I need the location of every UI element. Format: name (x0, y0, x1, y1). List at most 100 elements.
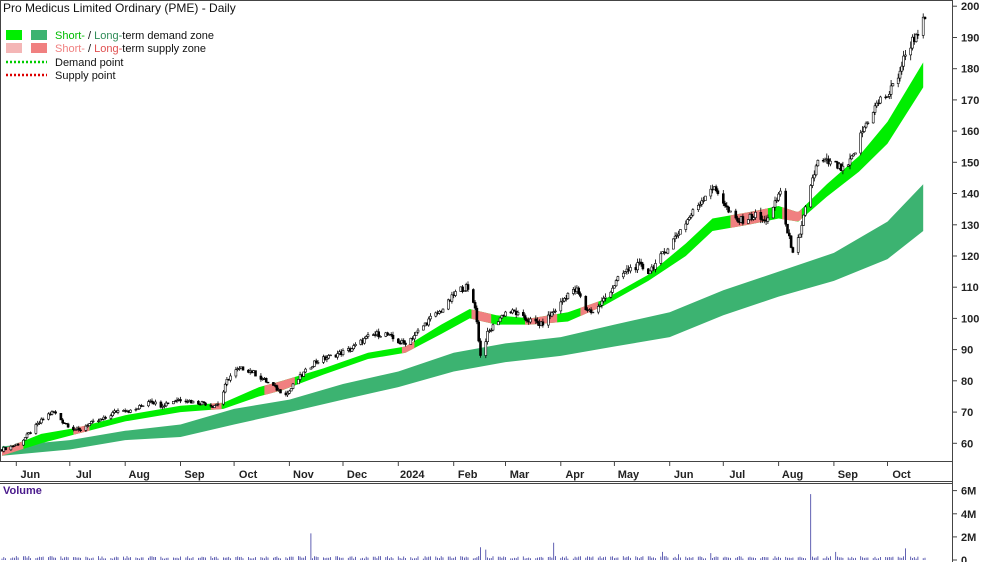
candle (164, 400, 168, 408)
legend: Short- / Long-term demand zone Short- / … (6, 30, 214, 82)
candle (864, 121, 868, 129)
candle (352, 343, 356, 351)
candle (729, 210, 732, 213)
candle (225, 377, 229, 387)
candle-body (796, 237, 800, 253)
candle-body (613, 285, 616, 289)
candle (461, 285, 464, 294)
candle-body (313, 360, 316, 367)
candle-body (871, 112, 875, 124)
candle-body (272, 382, 275, 386)
candle-body (84, 425, 88, 431)
short-term-demand-zone (2, 62, 924, 456)
candle (354, 342, 357, 348)
candle (191, 400, 195, 404)
candle-body (163, 405, 166, 407)
date-tick-label: Nov (293, 469, 315, 481)
candle-body (911, 36, 914, 49)
candle-body (79, 429, 82, 431)
candle-body (714, 186, 718, 192)
candle (254, 370, 257, 377)
candle-body (677, 233, 680, 236)
candle (786, 223, 789, 234)
candle (662, 248, 666, 256)
candle-body (746, 219, 750, 224)
candle (172, 400, 175, 405)
candle-body (654, 263, 657, 270)
candle (147, 399, 150, 408)
candle-body (213, 405, 216, 408)
candle-body (596, 306, 600, 313)
candle-body (513, 309, 516, 312)
candle-body (138, 405, 141, 410)
candle-body (671, 238, 675, 250)
candle (812, 170, 816, 182)
candle (38, 420, 41, 425)
legend-demand-sep: / (85, 30, 94, 42)
candle-body (875, 102, 879, 107)
candle (150, 398, 154, 405)
candle-body (291, 383, 295, 389)
candle (614, 279, 618, 287)
date-tick-label: Oct (892, 469, 911, 481)
candle-body (734, 210, 738, 219)
candle (750, 211, 754, 222)
candle (861, 126, 864, 138)
candle-body (159, 401, 163, 408)
candle-body (809, 185, 813, 208)
candle (427, 316, 431, 327)
candle-body (521, 311, 525, 316)
candle-body (791, 247, 795, 253)
candle (216, 401, 220, 407)
candle-body (434, 312, 438, 317)
candle (736, 215, 739, 223)
candle (34, 422, 38, 435)
candle-body (496, 321, 500, 326)
candle (25, 432, 29, 439)
candle (789, 235, 793, 249)
candle-body (679, 229, 682, 235)
price-axis-ticks: 200 190 180 170 160 150 140 130 120 110 100 90 80 70 6… (952, 1, 979, 450)
candle (309, 367, 313, 370)
candle-body (773, 200, 777, 208)
candle-body (666, 248, 670, 254)
candle-body (736, 217, 739, 222)
candle (846, 164, 850, 167)
legend-long-supply-swatch (31, 43, 47, 53)
candle (723, 200, 727, 208)
candle (504, 310, 507, 317)
candle-body (222, 391, 225, 405)
candle-body (484, 341, 488, 356)
candle (766, 214, 770, 224)
candle-body (172, 400, 175, 405)
candle (671, 238, 675, 250)
candle (261, 377, 265, 381)
candle-body (297, 379, 300, 385)
candle (734, 208, 738, 220)
candle-body (777, 193, 780, 201)
candle (675, 232, 679, 239)
candle-body (72, 426, 75, 431)
candle-body (591, 311, 595, 314)
candle-body (914, 33, 918, 42)
candle (648, 270, 652, 274)
candle-body (197, 400, 200, 405)
candle (896, 73, 900, 88)
candle (314, 358, 318, 365)
candle (486, 327, 489, 345)
candle-body (363, 338, 366, 344)
candle (313, 360, 316, 368)
candle (696, 202, 700, 212)
candle (811, 174, 814, 189)
candles-layer (0, 13, 927, 453)
candle (500, 314, 504, 319)
candle (466, 281, 470, 292)
candle-body (286, 392, 289, 396)
candle (659, 251, 663, 266)
candle (591, 311, 595, 314)
candle-body (759, 212, 763, 220)
candle-body (25, 433, 29, 438)
candle (336, 350, 339, 360)
volume-tick-label: 4M (961, 509, 976, 521)
volume-tick-label: 0 (961, 555, 967, 562)
